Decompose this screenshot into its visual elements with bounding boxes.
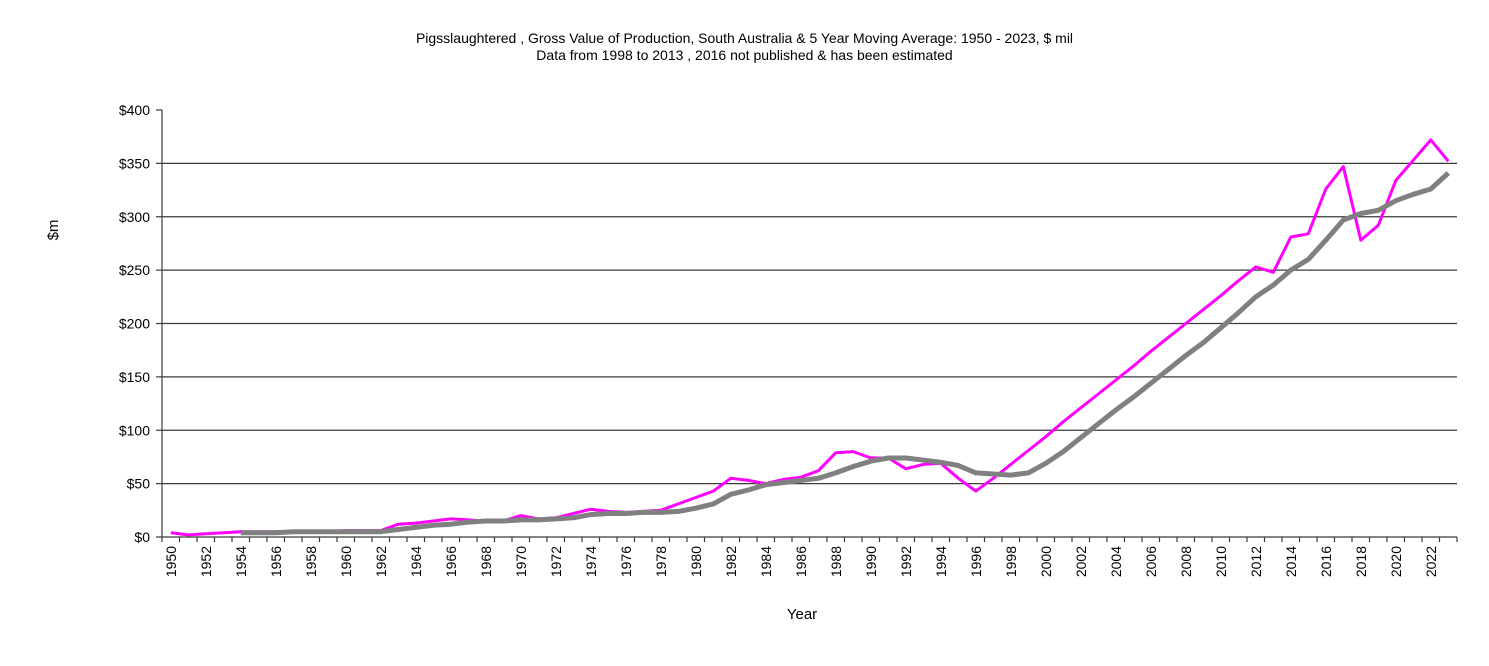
x-tick-label: 1976 [618, 546, 634, 577]
x-tick-label: 1980 [688, 546, 704, 577]
x-tick-label: 1984 [758, 546, 774, 577]
x-tick-label: 1958 [303, 546, 319, 577]
y-tick-label: $150 [119, 369, 150, 385]
x-tick-label: 1974 [583, 546, 599, 577]
y-tick-label: $100 [119, 422, 150, 438]
x-tick-label: 1996 [968, 546, 984, 577]
x-tick-labels: 1950 1952 1954 1956 1958 1960 1962 1964 1966 1968… [163, 546, 1439, 577]
x-tick-label: 2010 [1213, 546, 1229, 577]
x-tick-label: 1992 [898, 546, 914, 577]
x-tick-label: 1954 [233, 546, 249, 577]
gridlines [162, 162, 1457, 485]
x-tick-label: 2006 [1143, 546, 1159, 577]
chart-title: Pigsslaughtered , Gross Value of Product… [415, 30, 1074, 46]
x-axis-title: Year [787, 606, 817, 623]
y-tick-label: $400 [119, 102, 150, 118]
x-tick-label: 1956 [268, 546, 284, 577]
x-tick-label: 2002 [1073, 546, 1089, 577]
x-tick-label: 2016 [1318, 546, 1334, 577]
x-tick-label: 2014 [1283, 546, 1299, 577]
series-lines [170, 138, 1450, 537]
y-tick-label: $250 [119, 262, 150, 278]
x-tick-label: 1990 [863, 546, 879, 577]
x-tick-label: 1998 [1003, 546, 1019, 577]
y-tick-label: $50 [127, 476, 151, 492]
y-tick-label: $200 [119, 316, 150, 332]
x-tick-label: 1950 [163, 546, 179, 577]
x-tick-label: 2012 [1248, 546, 1264, 577]
x-tick-label: 1960 [338, 546, 354, 577]
y-tick-label: $350 [119, 155, 150, 171]
axes [156, 109, 1458, 542]
x-tick-label: 1968 [478, 546, 494, 577]
y-tick-label: $0 [134, 529, 150, 545]
x-tick-label: 1986 [793, 546, 809, 577]
x-tick-label: 2020 [1388, 546, 1404, 577]
x-tick-label: 1962 [373, 546, 389, 577]
x-tick-label: 1994 [933, 546, 949, 577]
x-tick-label: 1966 [443, 546, 459, 577]
x-tick-label: 2022 [1423, 546, 1439, 577]
x-tick-label: 1978 [653, 546, 669, 577]
y-tick-labels: $0 $50 $100 $150 $200 $250 $300 $350 $400 [119, 102, 150, 545]
series-moving-average-line [240, 171, 1450, 536]
chart-subtitle: Data from 1998 to 2013 , 2016 not publis… [536, 47, 953, 63]
x-tick-label: 2000 [1038, 546, 1054, 577]
x-tick-label: 2008 [1178, 546, 1194, 577]
x-tick-label: 1972 [548, 546, 564, 577]
x-tick-label: 2004 [1108, 546, 1124, 577]
x-tick-label: 2018 [1353, 546, 1369, 577]
x-tick-label: 1964 [408, 546, 424, 577]
y-tick-label: $300 [119, 209, 150, 225]
y-axis-title: $m [45, 220, 62, 241]
x-tick-label: 1988 [828, 546, 844, 577]
x-tick-label: 1952 [198, 546, 214, 577]
x-tick-label: 1970 [513, 546, 529, 577]
series-gross-value-line [170, 138, 1450, 537]
x-tick-label: 1982 [723, 546, 739, 577]
